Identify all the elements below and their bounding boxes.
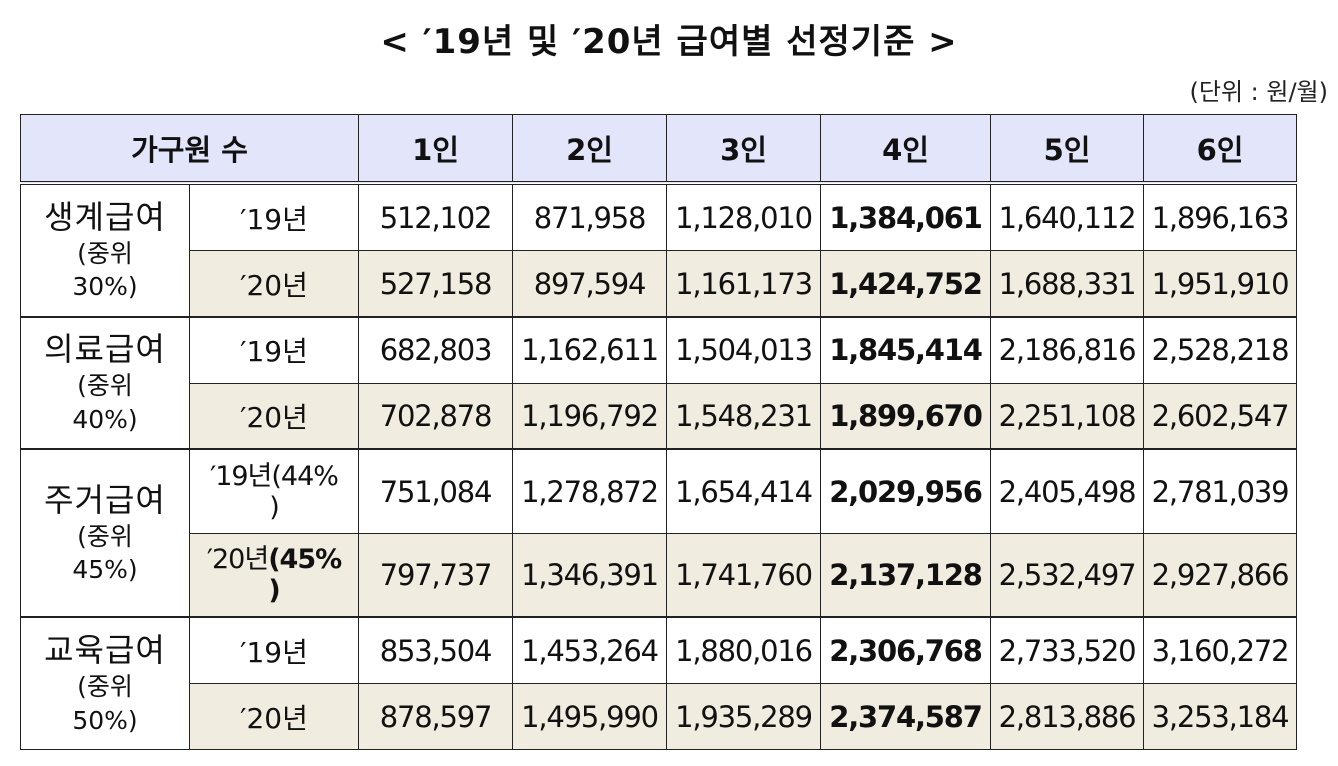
value-cell: 1,899,670	[820, 382, 992, 450]
table-row: ′20년(45% ) 797,737 1,346,391 1,741,760 2…	[21, 532, 1298, 618]
value-cell: 2,251,108	[990, 382, 1145, 450]
year-label: ′20년	[206, 544, 269, 576]
value-cell: 1,741,760	[666, 532, 822, 618]
table-row: 교육급여 (중위 50%) ′19년 853,504 1,453,264 1,8…	[20, 616, 1298, 751]
header-category: 가구원 수	[19, 114, 360, 185]
category-name: 교육급여	[44, 630, 166, 669]
category-sub: 45%)	[72, 555, 138, 585]
category-name: 주거급여	[44, 480, 166, 519]
value-cell: 702,878	[358, 382, 514, 450]
value-cell: 2,602,547	[1143, 382, 1298, 450]
value-cell: 1,548,231	[666, 382, 822, 450]
year-label-tail: )	[268, 575, 280, 607]
value-cell: 2,528,218	[1143, 315, 1298, 384]
value-cell: 2,781,039	[1143, 448, 1298, 534]
value-cell: 2,306,768	[820, 616, 992, 685]
value-cell: 1,162,611	[512, 315, 668, 384]
category-cell: 교육급여 (중위 50%)	[20, 616, 190, 751]
year-cell: ′20년	[188, 382, 360, 450]
table-row: ′20년 878,597 1,495,990 1,935,289 2,374,5…	[21, 683, 1298, 750]
value-cell: 1,384,061	[820, 182, 992, 252]
value-cell: 1,278,872	[512, 448, 668, 534]
header-col-6: 6인	[1143, 114, 1298, 185]
year-label-rate: (45%	[268, 544, 342, 576]
value-cell: 1,935,289	[666, 683, 822, 750]
value-cell: 1,495,990	[512, 683, 668, 750]
value-cell: 797,737	[358, 532, 514, 618]
header-col-1: 1인	[358, 114, 514, 185]
value-cell: 2,186,816	[990, 315, 1145, 384]
category-name: 의료급여	[44, 330, 166, 369]
value-cell: 751,084	[358, 448, 514, 534]
value-cell: 853,504	[358, 616, 514, 685]
value-cell: 1,346,391	[512, 532, 668, 618]
category-name: 생계급여	[44, 197, 166, 236]
header-col-3: 3인	[666, 114, 822, 185]
category-sub: (중위	[77, 238, 133, 268]
category-sub: 50%)	[72, 705, 138, 735]
year-cell: ′19년	[188, 315, 360, 384]
year-cell: ′19년(44% )	[188, 448, 360, 534]
value-cell: 2,813,886	[990, 683, 1145, 750]
value-cell: 1,504,013	[666, 315, 822, 384]
category-cell: 주거급여 (중위 45%)	[20, 448, 190, 618]
category-sub: 30%)	[72, 272, 138, 302]
value-cell: 682,803	[358, 315, 514, 384]
value-cell: 1,880,016	[666, 616, 822, 685]
value-cell: 2,733,520	[990, 616, 1145, 685]
value-cell: 1,161,173	[666, 250, 822, 318]
value-cell: 1,951,910	[1143, 250, 1298, 318]
table-row: 생계급여 (중위 30%) ′19년 512,102 871,958 1,128…	[20, 182, 1298, 318]
value-cell: 3,160,272	[1143, 616, 1298, 685]
value-cell: 1,424,752	[820, 250, 992, 318]
selection-criteria-table: 가구원 수 1인 2인 3인 4인 5인 6인 생계급여 (중위 30%) ′1…	[19, 114, 1298, 751]
category-sub: (중위	[77, 671, 133, 701]
value-cell: 1,640,112	[990, 182, 1145, 252]
header-row: 가구원 수 1인 2인 3인 4인 5인 6인	[19, 114, 1298, 185]
value-cell: 512,102	[358, 182, 514, 252]
year-label-tail: )	[269, 491, 280, 523]
category-sub: (중위	[77, 521, 133, 551]
value-cell: 527,158	[358, 250, 514, 318]
value-cell: 2,029,956	[820, 448, 992, 534]
value-cell: 878,597	[358, 683, 514, 750]
value-cell: 871,958	[512, 182, 668, 252]
unit-note: (단위 : 원/월)	[1189, 78, 1328, 106]
header-col-5: 5인	[990, 114, 1145, 185]
header-col-4: 4인	[820, 114, 992, 185]
table-row: 주거급여 (중위 45%) ′19년(44% ) 751,084 1,278,8…	[20, 448, 1298, 618]
value-cell: 3,253,184	[1143, 683, 1298, 750]
value-cell: 2,374,587	[820, 683, 992, 750]
table-row: ′20년 702,878 1,196,792 1,548,231 1,899,6…	[21, 382, 1298, 450]
table-row: 의료급여 (중위 40%) ′19년 682,803 1,162,611 1,5…	[20, 315, 1298, 450]
year-cell: ′20년	[188, 683, 360, 750]
value-cell: 2,137,128	[820, 532, 992, 618]
value-cell: 1,453,264	[512, 616, 668, 685]
value-cell: 1,845,414	[820, 315, 992, 384]
value-cell: 1,196,792	[512, 382, 668, 450]
year-cell: ′20년(45% )	[188, 532, 360, 618]
year-cell: ′19년	[188, 182, 360, 252]
table-row: ′20년 527,158 897,594 1,161,173 1,424,752…	[21, 250, 1298, 318]
value-cell: 1,896,163	[1143, 182, 1298, 252]
value-cell: 897,594	[512, 250, 668, 318]
category-sub: 40%)	[72, 405, 138, 435]
category-sub: (중위	[77, 371, 133, 401]
year-cell: ′19년	[188, 616, 360, 685]
value-cell: 2,532,497	[990, 532, 1145, 618]
year-label: ′19년(44%	[210, 460, 339, 492]
value-cell: 2,927,866	[1143, 532, 1298, 618]
category-cell: 의료급여 (중위 40%)	[20, 315, 190, 450]
value-cell: 2,405,498	[990, 448, 1145, 534]
header-col-2: 2인	[512, 114, 668, 185]
value-cell: 1,654,414	[666, 448, 822, 534]
value-cell: 1,688,331	[990, 250, 1145, 318]
page-title: < ′19년 및 ′20년 급여별 선정기준 >	[380, 22, 958, 62]
category-cell: 생계급여 (중위 30%)	[20, 182, 190, 318]
value-cell: 1,128,010	[666, 182, 822, 252]
year-cell: ′20년	[188, 250, 360, 318]
